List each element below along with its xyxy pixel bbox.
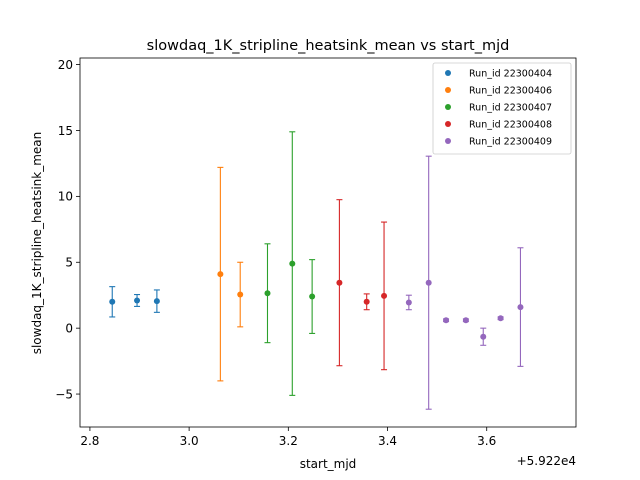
legend-label: Run_id 22300409: [469, 137, 552, 148]
y-tick-label: 15: [58, 124, 73, 138]
data-point: [462, 317, 469, 324]
x-tick-label: 2.8: [80, 434, 99, 448]
series-1: [109, 286, 160, 318]
legend: Run_id 22300404 Run_id 22300406 Run_id 223…: [432, 62, 572, 155]
legend-marker: [445, 70, 451, 76]
chart-title: slowdaq_1K_stripline_heatsink_mean vs st…: [147, 38, 510, 54]
legend-label: Run_id 22300408: [469, 120, 552, 131]
data-point: [517, 304, 524, 311]
data-point: [480, 333, 487, 340]
series-2: [217, 166, 244, 382]
y-tick-label: −5: [55, 387, 73, 401]
data-point: [237, 291, 244, 298]
y-tick-label: 20: [58, 58, 73, 72]
legend-box: [432, 62, 572, 155]
legend-marker: [445, 138, 451, 144]
data-marks: [109, 131, 524, 410]
data-point: [264, 290, 271, 297]
y-axis: −5 0 5 10 15 20: [55, 58, 80, 401]
data-point: [381, 292, 388, 299]
y-axis-label: slowdaq_1K_stripline_heatsink_mean: [30, 132, 44, 355]
x-tick-label: 3.2: [279, 434, 298, 448]
data-point: [109, 298, 116, 305]
legend-label: Run_id 22300404: [469, 69, 552, 80]
legend-label: Run_id 22300406: [469, 86, 552, 97]
x-tick-label: 3.4: [378, 434, 397, 448]
y-tick-label: 0: [65, 321, 73, 335]
data-point: [217, 271, 224, 278]
y-tick-label: 5: [65, 256, 73, 270]
data-point: [425, 279, 432, 286]
legend-marker: [445, 104, 451, 110]
y-tick-label: 10: [58, 190, 73, 204]
legend-marker: [445, 87, 451, 93]
series-3: [264, 131, 316, 396]
data-point: [497, 315, 504, 322]
data-point: [443, 317, 450, 324]
data-point: [309, 293, 316, 300]
x-tick-label: 3.6: [477, 434, 496, 448]
legend-marker: [445, 121, 451, 127]
data-point: [289, 260, 296, 267]
data-point: [405, 299, 412, 306]
x-axis-offset-label: +5.922e4: [517, 454, 576, 468]
series-4: [336, 199, 388, 371]
data-point: [336, 279, 343, 286]
x-axis-label: start_mjd: [300, 457, 357, 471]
data-point: [153, 298, 160, 305]
legend-label: Run_id 22300407: [469, 103, 552, 114]
x-tick-label: 3.0: [180, 434, 199, 448]
data-point: [363, 298, 370, 305]
x-axis: 2.8 3.0 3.2 3.4 3.6: [80, 427, 496, 448]
plot-area-frame: [79, 57, 577, 428]
data-point: [134, 297, 141, 304]
series-5: [405, 155, 524, 410]
